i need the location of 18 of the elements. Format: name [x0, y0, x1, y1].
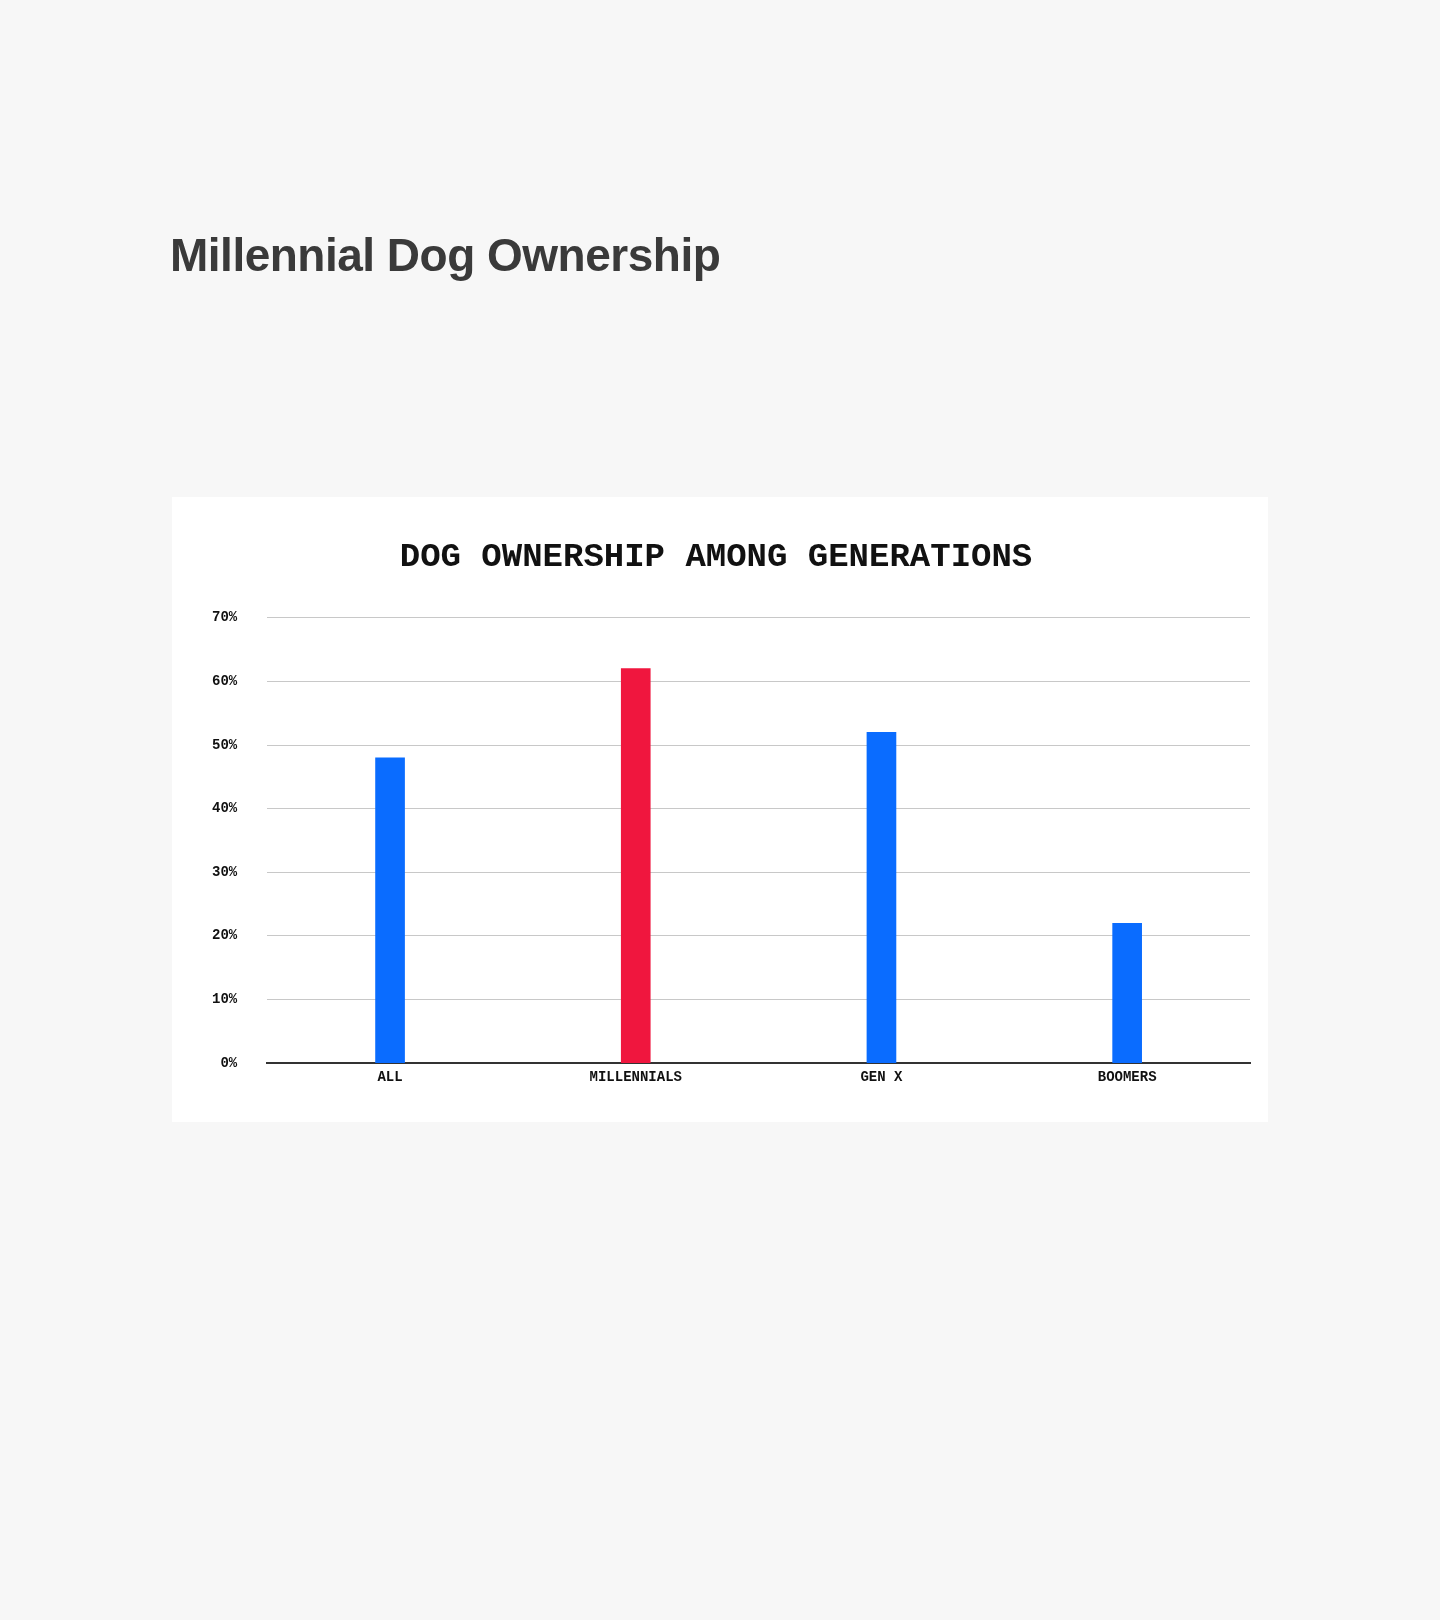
bar: [866, 732, 897, 1064]
bar: [375, 757, 405, 1064]
x-tick-label: ALL: [377, 1069, 403, 1086]
chart-subtitle: DOG OWNERSHIP AMONG GENERATIONS: [399, 537, 1033, 576]
y-tick-label: 60%: [211, 672, 238, 689]
bar: [620, 668, 651, 1064]
y-tick-label: 20%: [211, 927, 238, 944]
x-tick-label: MILLENNIALS: [589, 1069, 682, 1086]
y-tick-label: 40%: [211, 800, 238, 817]
y-tick-label: 50%: [211, 736, 238, 753]
x-tick-label: BOOMERS: [1097, 1069, 1157, 1086]
y-tick-label: 30%: [211, 863, 238, 880]
bar: [1112, 922, 1142, 1064]
y-tick-label: 0%: [220, 1054, 238, 1071]
y-tick-label: 10%: [211, 991, 238, 1008]
y-tick-label: 70%: [211, 609, 238, 626]
x-tick-label: GEN X: [860, 1069, 904, 1086]
chart-title: Millennial Dog Ownership: [170, 228, 721, 282]
